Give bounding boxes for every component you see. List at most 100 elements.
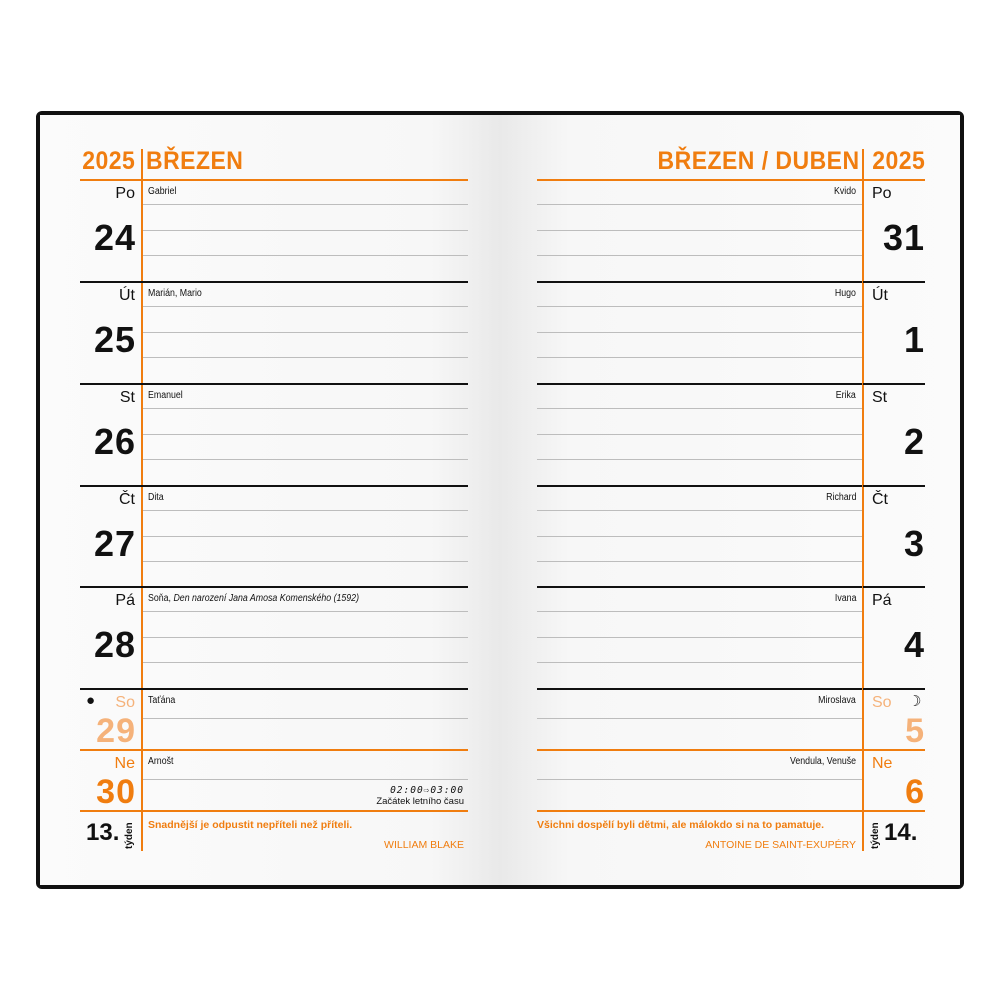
day-row[interactable]: Čt 27 Dita [40, 485, 500, 588]
nameday-names: Emanuel [148, 390, 183, 401]
nameday-names: Taťána [148, 695, 176, 706]
day-number: 30 [96, 773, 136, 811]
day-separator [537, 485, 862, 487]
nameday: Marián, Mario [148, 288, 202, 299]
writing-line [143, 434, 468, 435]
writing-line [143, 408, 468, 409]
day-separator [537, 383, 862, 385]
day-row[interactable]: Ne 30 Arnošt [40, 749, 500, 812]
writing-line [143, 536, 468, 537]
day-separator [863, 281, 925, 283]
quote-text: Všichni dospělí byli dětmi, ale málokdo … [537, 819, 825, 831]
nameday-names: Arnošt [148, 756, 174, 767]
day-row[interactable]: Pá 28 Soňa, Den narození Jana Amosa Komens… [40, 586, 500, 690]
dst-time: 02:00⇨03:00 [390, 785, 464, 796]
writing-line [143, 662, 468, 663]
day-row[interactable]: Pá 4 Ivana [500, 586, 960, 690]
day-number: 25 [93, 319, 136, 360]
writing-line [143, 332, 468, 333]
nameday: Emanuel [148, 390, 183, 401]
quote-text: Snadnější je odpustit nepříteli než přít… [148, 819, 353, 831]
day-name: Po [115, 185, 135, 202]
day-row[interactable]: So 29 ● Taťána [40, 688, 500, 751]
column-divider [141, 149, 143, 851]
day-separator [537, 281, 862, 283]
day-separator [863, 749, 925, 751]
writing-line [537, 306, 862, 307]
day-row[interactable]: So 5 ☽ Miroslava [500, 688, 960, 751]
writing-line [143, 510, 468, 511]
writing-line [143, 718, 468, 719]
year-label: 2025 [82, 147, 136, 175]
writing-line [537, 637, 862, 638]
quote-author: ANTOINE DE SAINT-EXUPÉRY [705, 839, 856, 851]
nameday: Arnošt [148, 756, 173, 767]
day-row[interactable]: Po 31 Kvido [500, 179, 960, 283]
day-row[interactable]: St 2 Erika [500, 383, 960, 487]
year-label: 2025 [872, 147, 926, 175]
writing-line [537, 230, 862, 231]
day-number: 5 [905, 712, 925, 750]
day-row[interactable]: Ne 6 Vendula, Venuše [500, 749, 960, 812]
writing-line [143, 204, 468, 205]
nameday: Soňa, Den narození Jana Amosa Komenského… [148, 593, 359, 604]
writing-line [143, 779, 468, 780]
day-name: So [115, 694, 135, 711]
nameday: Erika [835, 390, 856, 401]
day-name: Pá [872, 592, 892, 609]
day-separator [863, 688, 925, 690]
writing-line [537, 561, 862, 562]
nameday-note: Den narození Jana Amosa Komenského (1592… [173, 593, 360, 604]
writing-line [143, 230, 468, 231]
nameday: Taťána [148, 695, 175, 706]
day-separator [537, 586, 862, 588]
week-number: 13. [86, 819, 120, 846]
nameday-names: Dita [148, 492, 164, 503]
nameday: Gabriel [148, 186, 176, 197]
day-row[interactable]: Čt 3 Richard [500, 485, 960, 588]
nameday: Dita [148, 492, 164, 503]
day-number: 4 [903, 624, 925, 665]
dst-label: Začátek letního času [376, 796, 464, 807]
writing-line [143, 255, 468, 256]
day-row[interactable]: Út 1 Hugo [500, 281, 960, 385]
day-separator [863, 810, 925, 812]
week-number: 14. [884, 819, 918, 846]
day-separator [80, 281, 468, 283]
day-name: Po [872, 185, 892, 202]
writing-line [143, 637, 468, 638]
day-separator [80, 586, 468, 588]
day-name: Čt [872, 491, 888, 508]
nameday-names: Gabriel [148, 186, 177, 197]
nameday: Kvido [833, 186, 856, 197]
day-number: 1 [903, 319, 925, 360]
day-name: Út [872, 287, 888, 304]
header-rule [80, 179, 468, 181]
writing-line [537, 611, 862, 612]
day-name: So [872, 694, 892, 711]
day-row[interactable]: Po 24 Gabriel [40, 179, 500, 283]
left-page: 2025 BŘEZEN 02:00⇨03:00 Začátek letního … [40, 115, 500, 885]
day-separator [80, 749, 468, 751]
day-separator [80, 485, 468, 487]
day-name: Ne [872, 755, 893, 772]
day-row[interactable]: St 26 Emanuel [40, 383, 500, 487]
writing-line [143, 611, 468, 612]
writing-line [537, 204, 862, 205]
writing-line [537, 779, 862, 780]
day-separator [863, 586, 925, 588]
day-separator [80, 383, 468, 385]
day-number: 2 [903, 421, 925, 462]
day-separator [863, 485, 925, 487]
writing-line [537, 718, 862, 719]
writing-line [537, 510, 862, 511]
header-rule [537, 179, 925, 181]
dst-note: 02:00⇨03:00 Začátek letního času [376, 785, 464, 807]
planner-spread: 2025 BŘEZEN 02:00⇨03:00 Začátek letního … [36, 111, 964, 889]
day-name: St [872, 389, 888, 406]
day-row[interactable]: Út 25 Marián, Mario [40, 281, 500, 385]
day-name: Út [119, 287, 135, 304]
day-separator [863, 383, 925, 385]
day-number: 29 [96, 712, 136, 750]
week-label: týden [124, 822, 135, 849]
